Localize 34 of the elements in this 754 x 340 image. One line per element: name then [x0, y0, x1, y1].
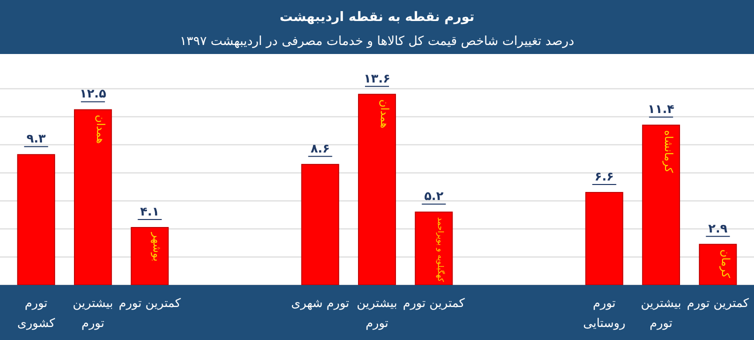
bar — [585, 192, 624, 286]
data-label: ۱۲.۵ — [80, 86, 106, 101]
data-label: ۲.۹ — [708, 221, 728, 236]
data-label: ۹.۳ — [26, 132, 46, 146]
annotation: همدان — [94, 114, 107, 144]
x-tick-label: کمترین تورم — [118, 296, 182, 310]
x-tick-label: کمترین تورم — [402, 296, 466, 310]
data-label: ۸.۶ — [310, 141, 330, 156]
data-label: ۵.۲ — [424, 189, 444, 204]
bar — [698, 244, 737, 286]
data-label: ۴.۱ — [140, 204, 160, 219]
x-tick-label: تورم کشوری — [17, 296, 56, 330]
bar — [642, 124, 680, 286]
annotation: کرمان — [718, 249, 732, 279]
bar — [74, 109, 112, 286]
annotation: بوشهر — [150, 232, 164, 262]
bar — [301, 164, 340, 286]
chart-title: تورم نقطه به نقطه اردیبهشت — [280, 10, 474, 25]
data-label: ۱۱.۴ — [648, 102, 674, 116]
x-tick-label: تورم شهری — [291, 296, 350, 310]
x-tick-label: بیشترین تورم — [356, 296, 398, 330]
bar — [414, 212, 453, 286]
bar — [358, 94, 396, 286]
annotation: همدان — [378, 99, 391, 129]
annotation: کرمانشاه — [662, 130, 676, 174]
x-tick-label: کمترین تورم — [686, 296, 750, 310]
bar — [17, 154, 56, 286]
data-label: ۱۳.۶ — [364, 71, 390, 86]
x-tick-label: بیشترین تورم — [640, 296, 682, 330]
x-tick-label: تورم روستایی — [583, 296, 626, 330]
data-label: ۶.۶ — [594, 169, 614, 184]
x-tick-label: بیشترین تورم — [72, 296, 114, 330]
bar — [130, 227, 169, 286]
chart-subtitle: درصد تغییرات شاخص قیمت کل کالاها و خدمات مصرفی در اردیبهشت ۱۳۹۷ — [180, 33, 574, 49]
